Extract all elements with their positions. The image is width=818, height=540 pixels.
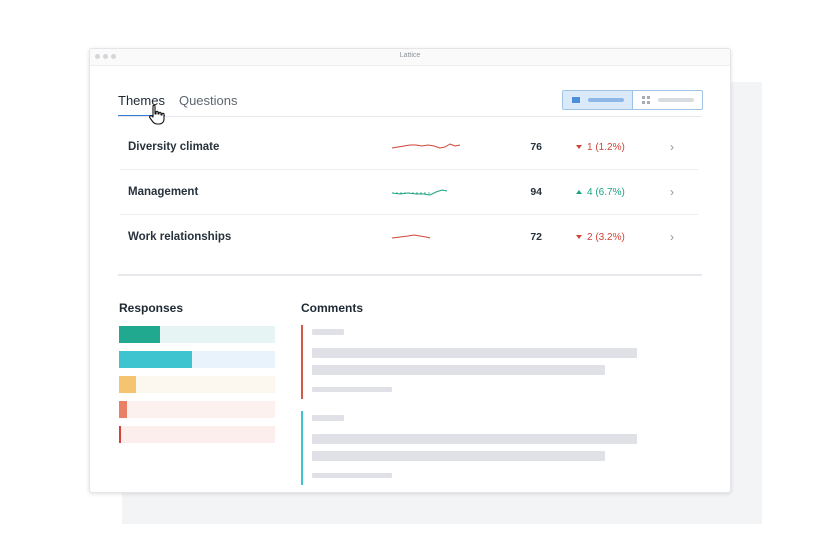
theme-row-diversity-climate[interactable]: Diversity climate 76 1 (1.2%) › — [120, 125, 698, 170]
comment-text-placeholder — [312, 451, 605, 461]
tab-questions[interactable]: Questions — [178, 93, 238, 108]
theme-name: Diversity climate — [128, 141, 220, 153]
response-bar — [119, 401, 275, 418]
comment-text-placeholder — [312, 348, 637, 358]
down-arrow-icon — [576, 235, 582, 239]
title-bar: Lattice — [90, 49, 730, 66]
theme-change-value: 2 (3.2%) — [587, 231, 625, 243]
grid-view-label-placeholder — [657, 98, 694, 102]
response-bar — [119, 351, 275, 368]
theme-row-management[interactable]: Management 94 4 (6.7%) › — [120, 170, 698, 215]
window-controls[interactable] — [95, 54, 116, 59]
window-title: Lattice — [399, 52, 421, 59]
trend-sparkline — [392, 234, 431, 239]
comment-meta-placeholder — [312, 473, 392, 478]
theme-change: 4 (6.7%) — [576, 187, 625, 198]
chevron-right-icon[interactable]: › — [670, 230, 674, 244]
grid-view-button[interactable] — [633, 91, 702, 109]
theme-name: Management — [128, 186, 199, 198]
list-view-label-placeholder — [587, 98, 624, 102]
comment-author-placeholder — [312, 329, 344, 335]
responses-distribution — [119, 326, 275, 451]
themes-list: Diversity climate 76 1 (1.2%) › Manageme… — [120, 125, 698, 259]
response-bar-fill — [119, 351, 193, 368]
minimize-dot-icon[interactable] — [103, 54, 108, 59]
theme-score: 72 — [530, 231, 542, 243]
theme-change: 2 (3.2%) — [576, 232, 625, 243]
response-bar-fill — [119, 401, 127, 418]
theme-score: 76 — [530, 141, 542, 153]
tabs-divider — [118, 116, 702, 117]
theme-change-value: 1 (1.2%) — [587, 141, 625, 153]
theme-name: Work relationships — [128, 231, 232, 243]
tab-bar: Themes Questions — [118, 93, 238, 117]
list-icon — [571, 97, 580, 103]
theme-change: 1 (1.2%) — [576, 142, 625, 153]
hand-cursor-icon — [149, 104, 165, 125]
comment-author-placeholder — [312, 415, 344, 421]
theme-row-work-relationships[interactable]: Work relationships 72 2 (3.2%) › — [120, 215, 698, 259]
comment-text-placeholder — [312, 365, 605, 375]
up-arrow-icon — [576, 190, 582, 194]
app-window: Lattice Themes Questions Diversity clima… — [89, 48, 731, 493]
maximize-dot-icon[interactable] — [111, 54, 116, 59]
comments-heading: Comments — [301, 301, 364, 315]
comment-card — [301, 411, 643, 485]
down-arrow-icon — [576, 145, 582, 149]
comment-text-placeholder — [312, 434, 637, 444]
responses-heading: Responses — [119, 301, 184, 315]
trend-sparkline — [392, 143, 461, 149]
response-bar-fill — [119, 376, 137, 393]
response-bar — [119, 426, 275, 443]
view-toggle — [562, 90, 703, 110]
theme-score: 94 — [530, 186, 542, 198]
list-view-button[interactable] — [563, 91, 633, 109]
close-dot-icon[interactable] — [95, 54, 100, 59]
response-bar-fill — [119, 326, 160, 343]
grid-icon — [641, 96, 650, 104]
chevron-right-icon[interactable]: › — [670, 185, 674, 199]
section-divider — [118, 274, 702, 276]
comment-meta-placeholder — [312, 387, 392, 392]
response-bar-fill — [119, 426, 121, 443]
response-bar — [119, 376, 275, 393]
comment-card — [301, 325, 643, 399]
response-bar — [119, 326, 275, 343]
trend-sparkline — [392, 189, 448, 196]
theme-change-value: 4 (6.7%) — [587, 186, 625, 198]
chevron-right-icon[interactable]: › — [670, 140, 674, 154]
